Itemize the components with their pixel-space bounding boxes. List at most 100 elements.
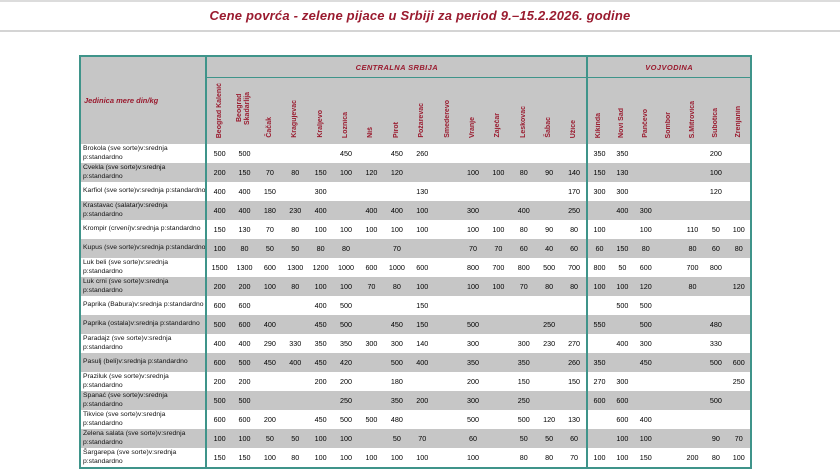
price-cell: 100	[263, 453, 276, 462]
price-cell	[283, 144, 308, 163]
price-cell: 100	[416, 225, 429, 234]
price-cell	[486, 448, 511, 468]
city-label: Novi Sad	[618, 108, 626, 138]
price-cell: 400	[390, 206, 403, 215]
price-cell	[435, 334, 460, 353]
price-cell	[728, 182, 751, 201]
price-cell: 500	[616, 301, 629, 310]
price-cell	[435, 163, 460, 182]
price-cell: 100	[467, 282, 479, 291]
price-cell: 350	[314, 339, 327, 348]
table-row: Brokola (sve sorte)v:srednja p:standardn…	[80, 144, 751, 163]
price-cell	[681, 391, 704, 410]
price-cell	[435, 144, 460, 163]
price-cell: 400	[213, 339, 226, 348]
price-cell: 700	[686, 263, 699, 272]
city-label: S.Mitrovica	[688, 100, 696, 138]
table-row: Krastavac (salatar)v:srednja p:standardn…	[80, 201, 751, 220]
price-cell: 50	[265, 434, 274, 443]
price-cell	[283, 410, 308, 429]
price-cell	[283, 315, 308, 334]
city-label: Zrenjanin	[734, 106, 742, 138]
price-cell	[435, 201, 460, 220]
table-row: Paradajz (sve sorte)v:srednja p:standard…	[80, 334, 751, 353]
price-cell: 300	[365, 339, 378, 348]
city-label: Požarevac	[418, 103, 426, 138]
price-cell	[486, 182, 511, 201]
price-cell	[657, 277, 680, 296]
price-cell: 600	[238, 301, 251, 310]
row-label: Karfiol (sve sorte)v:srednja p:standardn…	[80, 182, 208, 201]
price-cell: 40	[545, 244, 554, 253]
price-cell: 200	[263, 415, 276, 424]
price-cell: 150	[263, 187, 276, 196]
price-cell	[536, 372, 561, 391]
price-cell: 550	[593, 320, 606, 329]
price-cell: 70	[367, 282, 376, 291]
price-cell: 400	[289, 358, 302, 367]
price-cell: 140	[561, 163, 589, 182]
table-row: Tikvice (sve sorte)v:srednja p:standardn…	[80, 410, 751, 429]
city-label: Leskovac	[519, 106, 527, 138]
table-row: Pasulj (beli)v:srednja p:standardno 600 50…	[80, 353, 751, 372]
price-cell: 80	[342, 244, 351, 253]
city-label: Pirot	[392, 122, 400, 138]
price-cell: 80	[316, 244, 325, 253]
price-cell: 200	[238, 377, 251, 386]
price-cell: 300	[467, 396, 479, 405]
price-cell: 500	[238, 149, 251, 158]
price-cell	[681, 429, 704, 448]
price-cell	[657, 334, 680, 353]
price-cell	[257, 296, 282, 315]
price-cell	[728, 296, 751, 315]
city-label: Loznica	[342, 111, 350, 138]
price-cell: 80	[392, 282, 401, 291]
price-cell	[435, 372, 460, 391]
price-cell: 150	[639, 453, 652, 462]
price-cell: 500	[238, 358, 251, 367]
price-cell	[681, 296, 704, 315]
price-cell: 150	[593, 168, 606, 177]
price-cell	[561, 391, 589, 410]
price-cell	[657, 372, 680, 391]
price-cell	[634, 372, 657, 391]
price-cell: 300	[517, 339, 530, 348]
price-cell	[728, 201, 751, 220]
price-cell: 50	[265, 244, 274, 253]
city-label: Sombor	[665, 111, 673, 138]
price-cell	[410, 410, 435, 429]
unit-header: Jedinica mere din/kg	[80, 56, 208, 144]
price-cell	[611, 353, 634, 372]
price-cell: 100	[416, 206, 429, 215]
price-cell	[283, 391, 308, 410]
price-cell: 600	[616, 396, 629, 405]
price-cell: 600	[416, 263, 429, 272]
price-cell	[486, 372, 511, 391]
price-cell: 80	[291, 168, 300, 177]
table-row: Luk beli (sve sorte)v:srednja p:standard…	[80, 258, 751, 277]
row-label: Šargarepa (sve sorte)v:srednja p:standar…	[80, 448, 208, 468]
price-cell	[728, 315, 751, 334]
price-cell: 150	[213, 225, 226, 234]
price-cell: 70	[392, 244, 401, 253]
price-table: Jedinica mere din/kg CENTRALNA SRBIJA VOJV…	[79, 55, 752, 469]
price-cell	[634, 182, 657, 201]
price-cell: 80	[545, 282, 554, 291]
price-cell	[728, 391, 751, 410]
price-cell	[486, 296, 511, 315]
price-cell: 70	[519, 282, 528, 291]
city-label: Kikinda	[595, 112, 603, 138]
table-row: Praziluk (sve sorte)v:srednja p:standard…	[80, 372, 751, 391]
price-cell	[359, 144, 384, 163]
price-cell	[561, 144, 589, 163]
price-cell	[486, 201, 511, 220]
price-cell: 1500	[211, 263, 228, 272]
price-cell	[728, 334, 751, 353]
price-cell: 800	[517, 263, 530, 272]
price-cell: 330	[289, 339, 302, 348]
price-cell	[611, 220, 634, 239]
price-cell: 400	[213, 187, 226, 196]
price-cell	[333, 182, 358, 201]
price-cell: 400	[238, 206, 251, 215]
price-cell	[657, 258, 680, 277]
